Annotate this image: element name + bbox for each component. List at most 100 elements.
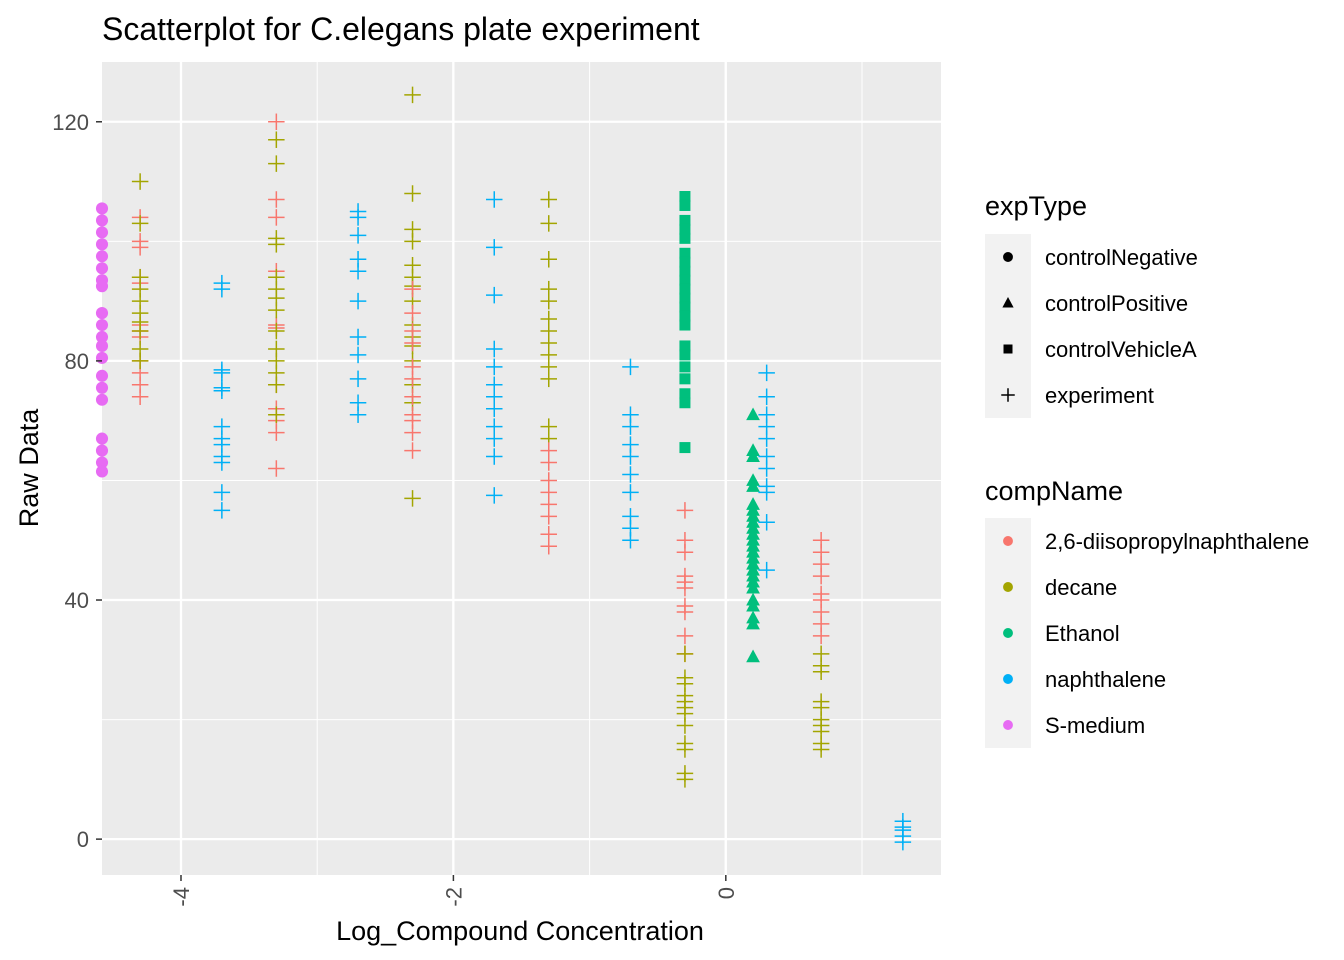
data-point <box>676 579 694 597</box>
data-point <box>268 236 285 253</box>
data-point <box>131 388 149 406</box>
data-point <box>404 86 421 104</box>
legend-label: experiment <box>1045 383 1154 408</box>
data-point <box>622 448 639 465</box>
data-point <box>268 113 285 131</box>
legend-label: controlPositive <box>1045 291 1188 316</box>
y-tick-label: 120 <box>52 110 89 135</box>
data-point <box>131 215 149 232</box>
y-tick-label: 0 <box>77 827 89 852</box>
data-point <box>95 465 109 478</box>
data-point <box>268 131 285 148</box>
data-point <box>404 233 421 250</box>
data-point <box>540 292 557 310</box>
data-point <box>676 543 694 561</box>
data-point <box>268 301 285 319</box>
data-point <box>679 199 691 211</box>
data-point <box>679 214 691 226</box>
data-point <box>812 627 830 645</box>
data-point <box>349 227 367 244</box>
data-point <box>131 239 149 256</box>
data-point <box>679 397 691 409</box>
legend: expType controlNegative controlPositive con… <box>985 191 1309 748</box>
data-point <box>404 370 421 388</box>
data-point <box>268 209 285 226</box>
data-point <box>486 400 503 417</box>
data-point <box>268 191 285 208</box>
data-point <box>746 449 760 462</box>
data-point <box>268 460 285 477</box>
data-point <box>131 352 149 370</box>
data-point <box>676 645 694 663</box>
data-point <box>679 373 691 385</box>
data-point <box>95 444 109 457</box>
data-point <box>622 418 639 435</box>
legend-title: compName <box>985 476 1123 506</box>
data-point <box>95 456 109 469</box>
data-point <box>746 407 760 421</box>
data-point <box>486 487 503 504</box>
data-point <box>404 442 421 459</box>
data-point <box>758 561 775 579</box>
data-point <box>758 364 775 382</box>
data-point <box>679 274 691 286</box>
data-point <box>213 484 231 501</box>
legend-label: naphthalene <box>1045 667 1166 692</box>
data-point <box>131 173 149 190</box>
data-point <box>95 351 109 364</box>
data-point <box>676 717 694 734</box>
data-point <box>95 250 109 263</box>
data-point <box>622 466 639 483</box>
data-point <box>746 598 760 612</box>
data-point <box>679 310 691 322</box>
chart-title: Scatterplot for C.elegans plate experime… <box>102 11 700 47</box>
x-tick-label: -4 <box>169 887 194 907</box>
legend-label: S-medium <box>1045 713 1145 738</box>
data-point <box>486 286 503 304</box>
legend-title: expType <box>985 191 1087 221</box>
data-point <box>676 741 694 758</box>
data-point <box>758 430 775 447</box>
data-point <box>95 307 109 320</box>
data-point <box>404 304 421 322</box>
data-point <box>679 265 691 277</box>
legend-label: decane <box>1045 575 1117 600</box>
data-point <box>676 502 694 519</box>
data-point <box>213 382 231 400</box>
data-point <box>746 616 760 630</box>
data-point <box>758 388 775 406</box>
data-point <box>349 262 367 280</box>
data-point <box>349 292 367 310</box>
data-point <box>746 580 760 594</box>
y-tick-label: 80 <box>65 349 89 374</box>
legend-symbol <box>1003 252 1013 262</box>
data-point <box>95 330 109 344</box>
data-point <box>746 649 760 663</box>
legend-label: controlVehicleA <box>1045 337 1197 362</box>
data-point <box>679 223 691 235</box>
data-point <box>213 364 231 382</box>
data-point <box>404 490 421 507</box>
legend-symbol <box>1002 297 1014 308</box>
data-point <box>679 191 691 203</box>
data-point <box>679 232 691 244</box>
data-point <box>349 370 367 388</box>
data-point <box>95 393 109 406</box>
data-point <box>95 226 109 239</box>
data-point <box>486 430 503 447</box>
legend-symbol <box>1003 674 1013 684</box>
data-point <box>679 349 691 361</box>
data-point <box>540 370 557 388</box>
legend-symbol <box>1003 628 1013 638</box>
data-point <box>404 334 421 352</box>
data-point <box>404 185 421 202</box>
legend-symbol <box>1003 344 1013 354</box>
data-point <box>486 191 503 208</box>
data-point <box>622 531 639 549</box>
data-point <box>679 247 691 259</box>
plot-panel <box>102 62 941 875</box>
data-point <box>95 202 109 215</box>
data-point <box>486 358 503 376</box>
x-tick-label: 0 <box>714 887 739 899</box>
